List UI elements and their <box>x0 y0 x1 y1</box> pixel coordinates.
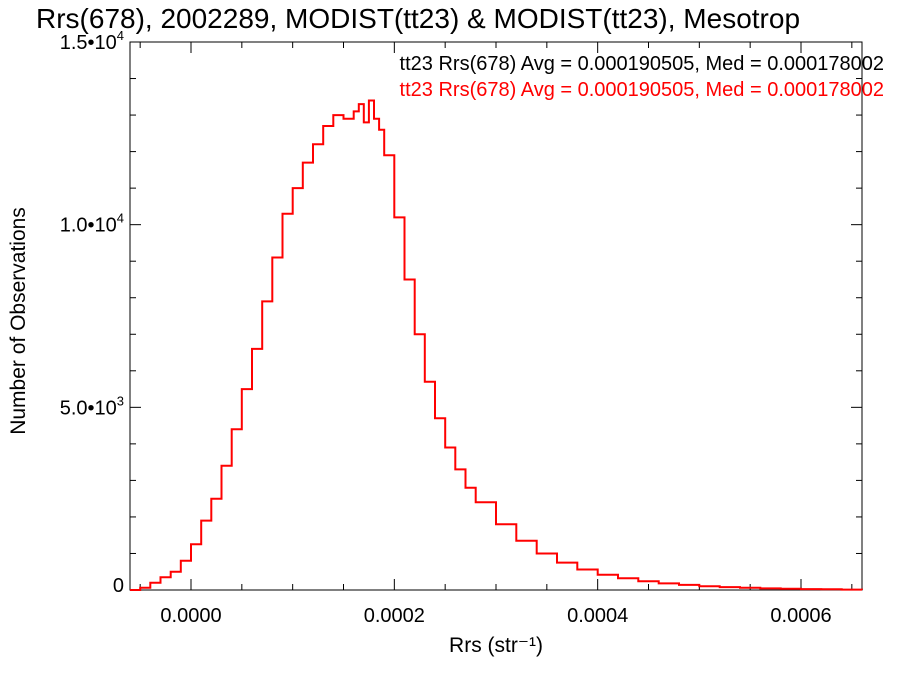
legend-annotations: tt23 Rrs(678) Avg = 0.000190505, Med = 0… <box>400 53 884 101</box>
y-tick-mantissa: 1.0•10 <box>60 215 117 237</box>
series-group <box>130 99 863 591</box>
x-tick-label: 0.0002 <box>364 605 425 627</box>
x-tick-label: 0.0006 <box>770 605 831 627</box>
y-tick-label: 5.0•103 <box>60 393 124 419</box>
x-tick-label: 0.0000 <box>160 605 221 627</box>
legend-annotation: tt23 Rrs(678) Avg = 0.000190505, Med = 0… <box>400 53 884 75</box>
chart-title: Rrs(678), 2002289, MODIST(tt23) & MODIST… <box>36 3 800 34</box>
y-tick-mantissa: 1.5•10 <box>60 32 117 54</box>
x-axis: 0.0000 0.0002 0.0004 0.0006 <box>139 42 853 627</box>
y-tick-exponent: 4 <box>117 28 124 43</box>
y-tick-mantissa: 5.0•10 <box>60 397 117 419</box>
y-tick-exponent: 3 <box>117 393 124 408</box>
y-tick-label: 1.0•104 <box>60 211 124 237</box>
x-tick-label: 0.0004 <box>567 605 628 627</box>
y-tick-label: 0 <box>113 575 124 597</box>
y-tick-label: 1.5•104 <box>60 28 124 54</box>
legend-annotation: tt23 Rrs(678) Avg = 0.000190505, Med = 0… <box>400 79 884 101</box>
y-tick-exponent: 4 <box>117 211 124 226</box>
y-axis-label: Number of Observations <box>7 207 30 435</box>
y-tick-mantissa: 0 <box>113 575 124 597</box>
histogram-series-line <box>130 99 863 591</box>
x-axis-label: Rrs (str⁻¹) <box>449 634 543 657</box>
